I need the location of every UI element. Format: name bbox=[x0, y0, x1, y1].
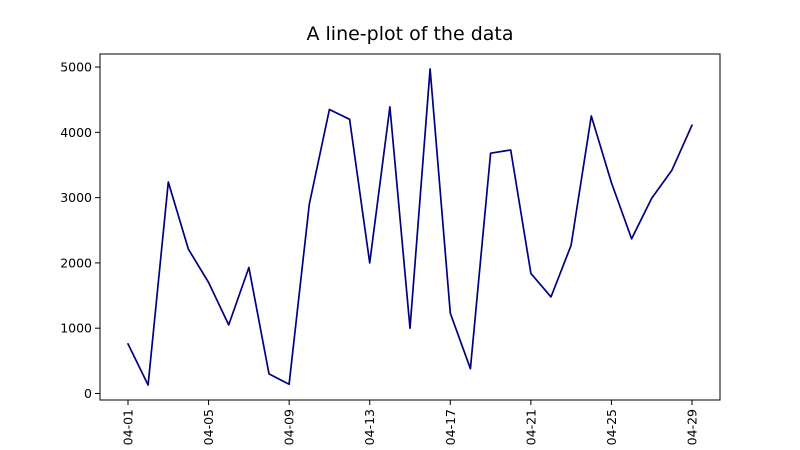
y-tick-label: 4000 bbox=[60, 125, 92, 140]
y-tick-label: 5000 bbox=[60, 60, 92, 75]
x-tick-label: 04-01 bbox=[121, 409, 136, 445]
y-tick-label: 1000 bbox=[60, 321, 92, 336]
plot-area-frame bbox=[99, 53, 721, 401]
x-tick-label: 04-05 bbox=[201, 409, 216, 445]
y-tick-label: 3000 bbox=[60, 190, 92, 205]
chart-title: A line-plot of the data bbox=[306, 23, 513, 45]
x-tick-label: 04-21 bbox=[523, 409, 538, 445]
y-tick-label: 2000 bbox=[60, 255, 92, 270]
x-tick-label: 04-13 bbox=[362, 409, 377, 445]
axis-ticks: 0 1000 2000 3000 4000 5000 04-01 04-05 04-09 04-1… bbox=[60, 60, 699, 446]
x-tick-label: 04-25 bbox=[604, 409, 619, 445]
series-line bbox=[127, 68, 693, 386]
series-group bbox=[127, 68, 693, 386]
y-tick-label: 0 bbox=[84, 386, 92, 401]
x-tick-label: 04-17 bbox=[443, 409, 458, 445]
x-tick-label: 04-29 bbox=[685, 409, 700, 445]
x-tick-label: 04-09 bbox=[282, 409, 297, 445]
